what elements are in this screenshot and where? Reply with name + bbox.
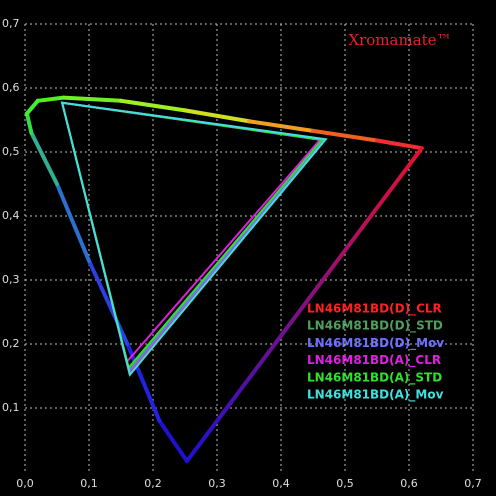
x-tick-label: 0,1 [80, 477, 98, 490]
y-tick-label: 0,2 [2, 337, 20, 350]
spectral-locus [24, 111, 34, 135]
x-tick-label: 0,0 [16, 477, 34, 490]
spectral-locus [125, 342, 162, 423]
y-tick-label: 0,1 [2, 401, 20, 414]
spectral-locus [24, 98, 40, 116]
x-tick-label: 0,5 [336, 477, 354, 490]
chart-title: Xromamate™ [348, 31, 451, 49]
legend-entry: LN46M81BD(D)_CLR [307, 302, 442, 317]
y-tick-label: 0,6 [2, 81, 20, 94]
y-tick-label: 0,7 [2, 17, 20, 30]
purple-line [184, 146, 424, 464]
spectral-locus [157, 418, 189, 464]
spectral-locus [87, 258, 130, 346]
spectral-locus [55, 182, 91, 263]
x-tick-label: 0,2 [144, 477, 162, 490]
spectral-locus [247, 119, 315, 133]
spectral-locus [61, 95, 123, 103]
spectral-locus [35, 95, 66, 103]
legend-entry: LN46M81BD(A)_CLR [307, 353, 441, 368]
y-tick-label: 0,5 [2, 145, 20, 158]
gamut-triangle [60, 101, 322, 365]
y-tick-label: 0,4 [2, 209, 20, 222]
legend-entry: LN46M81BD(A)_STD [307, 370, 442, 385]
x-tick-label: 0,3 [208, 477, 226, 490]
gamut-triangle [60, 101, 328, 377]
x-tick-label: 0,7 [464, 477, 482, 490]
spectral-locus [375, 138, 424, 151]
legend-entry: LN46M81BD(A)_Mov [307, 388, 444, 403]
x-tick-label: 0,6 [400, 477, 418, 490]
spectral-locus [311, 128, 379, 143]
legend-entry: LN46M81BD(D)_Mov [307, 336, 444, 351]
spectral-locus [29, 130, 59, 186]
y-tick-label: 0,3 [2, 273, 20, 286]
spectral-locus [183, 108, 251, 124]
spectral-locus [119, 98, 187, 113]
legend-entry: LN46M81BD(D)_STD [307, 319, 443, 334]
gamut-triangle [60, 101, 324, 370]
x-tick-label: 0,4 [272, 477, 290, 490]
